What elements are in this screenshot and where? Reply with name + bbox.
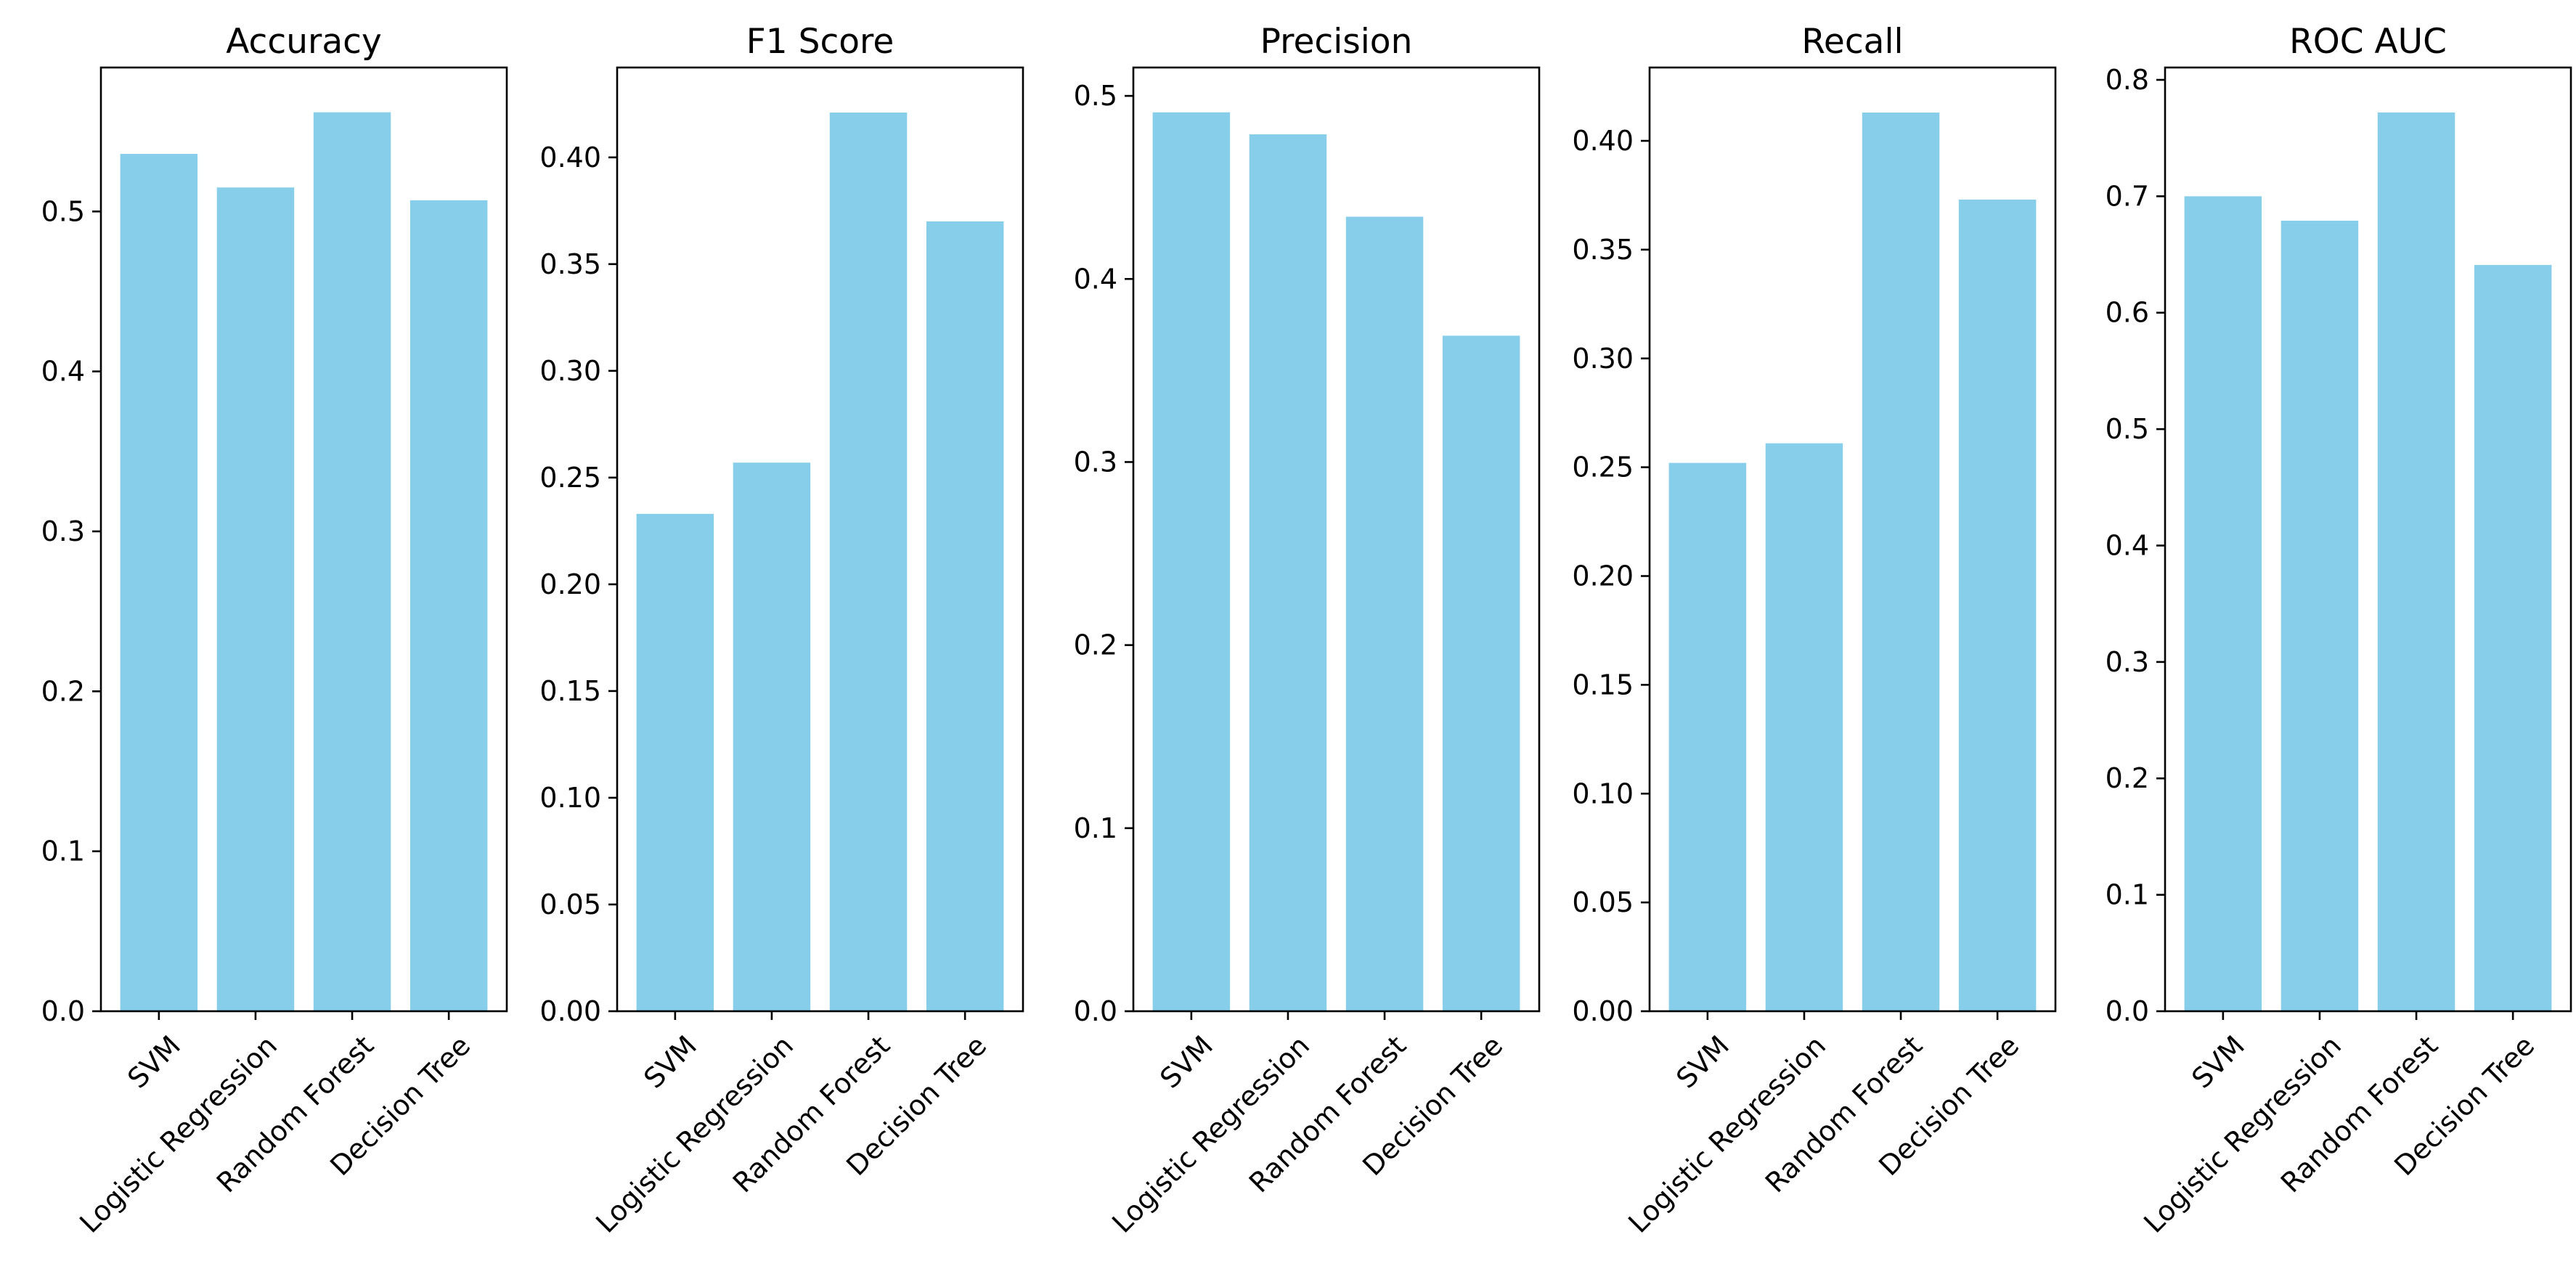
bar-5-3 (2377, 112, 2455, 1011)
y-tick-label: 0.30 (539, 355, 601, 387)
y-tick-label: 0.05 (539, 889, 601, 920)
bar-1-1 (120, 153, 198, 1012)
y-tick-label: 0.4 (41, 356, 85, 388)
y-tick-label: 0.4 (1074, 263, 1117, 295)
axis-frame (99, 66, 508, 1013)
y-tick-label: 0.3 (2106, 646, 2149, 678)
y-tick-label: 0.15 (1572, 669, 1634, 701)
y-tick-label: 0.10 (539, 782, 601, 814)
x-tick-label: SVM (1670, 1029, 1735, 1095)
axis-frame (1648, 66, 2057, 1013)
y-tick-label: 0.6 (2106, 297, 2149, 329)
bar-3-4 (1442, 335, 1520, 1011)
y-tick-label: 0.00 (539, 995, 601, 1027)
bar-2-1 (636, 513, 714, 1011)
y-tick-label: 0.05 (1572, 886, 1634, 918)
bar-3-1 (1152, 112, 1231, 1011)
y-tick-label: 0.0 (1074, 995, 1117, 1027)
y-tick-label: 0.40 (539, 142, 601, 173)
y-tick-label: 0.20 (539, 568, 601, 600)
chart-title: Precision (1260, 22, 1413, 62)
x-tick-label: SVM (637, 1029, 703, 1095)
y-tick-label: 0.2 (41, 675, 85, 707)
bar-2-4 (926, 221, 1004, 1011)
y-tick-label: 0.2 (2106, 762, 2149, 794)
bar-5-4 (2474, 264, 2552, 1011)
bar-4-3 (1862, 113, 1940, 1012)
axis-frame (2164, 66, 2572, 1013)
chart-title: Recall (1801, 22, 1903, 62)
y-tick-label: 0.40 (1572, 125, 1634, 157)
bar-4-1 (1668, 462, 1747, 1011)
y-tick-label: 0.3 (1074, 446, 1117, 478)
y-tick-label: 0.15 (539, 675, 601, 707)
chart-panel-2: 0.000.050.100.150.200.250.300.350.40SVML… (539, 22, 1024, 1239)
bar-5-2 (2281, 221, 2359, 1012)
y-tick-label: 0.1 (2106, 879, 2149, 911)
y-tick-label: 0.0 (2106, 995, 2149, 1027)
y-tick-label: 0.00 (1572, 995, 1634, 1027)
bar-1-2 (216, 187, 295, 1011)
bar-2-3 (829, 113, 908, 1011)
y-tick-label: 0.30 (1572, 343, 1634, 375)
y-tick-label: 0.10 (1572, 777, 1634, 809)
y-tick-label: 0.35 (1572, 234, 1634, 266)
x-tick-label: SVM (2185, 1029, 2251, 1095)
y-tick-label: 0.5 (41, 195, 85, 227)
x-tick-label: SVM (1154, 1029, 1219, 1095)
chart-panel-4: 0.000.050.100.150.200.250.300.350.40SVML… (1572, 22, 2057, 1239)
bar-3-2 (1249, 134, 1327, 1012)
bar-1-3 (313, 112, 391, 1011)
y-tick-label: 0.8 (2106, 64, 2149, 96)
bar-1-4 (409, 200, 488, 1011)
chart-title: ROC AUC (2289, 22, 2447, 62)
bar-4-2 (1765, 443, 1843, 1011)
y-tick-label: 0.1 (41, 836, 85, 867)
x-tick-label: SVM (121, 1029, 187, 1095)
bar-5-1 (2184, 196, 2262, 1012)
y-tick-label: 0.25 (1572, 452, 1634, 483)
bar-2-2 (733, 462, 811, 1011)
y-tick-label: 0.0 (41, 995, 85, 1027)
y-tick-label: 0.7 (2106, 180, 2149, 212)
y-tick-label: 0.2 (1074, 629, 1117, 661)
y-tick-label: 0.5 (2106, 413, 2149, 445)
bar-4-4 (1958, 199, 2037, 1011)
chart-title: Accuracy (226, 22, 382, 62)
axis-frame (1132, 66, 1541, 1013)
y-tick-label: 0.1 (1074, 812, 1117, 844)
bar-3-3 (1345, 216, 1424, 1012)
y-tick-label: 0.25 (539, 462, 601, 494)
y-tick-label: 0.4 (2106, 529, 2149, 561)
y-tick-label: 0.35 (539, 248, 601, 280)
axis-frame (616, 66, 1024, 1013)
y-tick-label: 0.3 (41, 515, 85, 547)
chart-title: F1 Score (746, 22, 894, 62)
y-tick-label: 0.20 (1572, 560, 1634, 592)
y-tick-label: 0.5 (1074, 80, 1117, 112)
